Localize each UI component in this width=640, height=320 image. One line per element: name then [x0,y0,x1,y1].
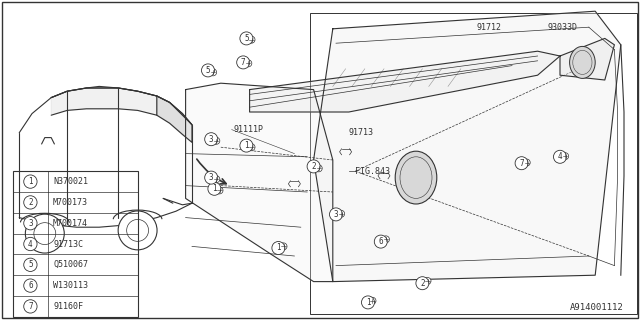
Circle shape [24,196,37,209]
Text: 4: 4 [28,239,33,249]
Circle shape [210,69,216,76]
Text: 7: 7 [519,159,524,168]
Polygon shape [314,11,621,282]
Text: 1: 1 [365,298,371,307]
Ellipse shape [396,151,437,204]
Text: N370021: N370021 [53,177,88,186]
Text: A914001112: A914001112 [570,303,624,312]
Text: 3: 3 [333,210,339,219]
Text: 1: 1 [276,244,281,252]
Text: 6: 6 [378,237,383,246]
Text: Q510067: Q510067 [53,260,88,269]
Ellipse shape [570,46,595,78]
Text: 7: 7 [241,58,246,67]
Text: 5: 5 [244,34,249,43]
Circle shape [515,157,528,170]
Circle shape [213,176,220,183]
Polygon shape [51,88,157,115]
Polygon shape [560,38,614,80]
Circle shape [316,165,322,172]
Text: 5: 5 [205,66,211,75]
Circle shape [280,243,287,250]
Bar [310,13,637,314]
Text: M700173: M700173 [53,198,88,207]
Circle shape [248,36,255,43]
Circle shape [240,139,253,152]
Circle shape [24,300,37,313]
Text: 2: 2 [28,198,33,207]
Text: 7: 7 [28,302,33,311]
Text: 2: 2 [311,162,316,171]
Text: 91160F: 91160F [53,302,83,311]
Text: 3: 3 [209,173,214,182]
Circle shape [24,237,37,251]
Circle shape [424,277,431,284]
Circle shape [248,144,255,151]
Circle shape [524,159,530,166]
Polygon shape [250,51,560,112]
Circle shape [272,242,285,254]
Text: 91713: 91713 [349,128,374,137]
Circle shape [24,175,37,188]
Circle shape [208,182,221,195]
Circle shape [369,297,376,304]
Circle shape [562,153,568,160]
Text: 1: 1 [212,184,217,193]
Circle shape [202,64,214,77]
Circle shape [26,214,64,253]
Text: 5: 5 [28,260,33,269]
Circle shape [24,217,37,230]
Circle shape [383,236,389,243]
Text: 4: 4 [557,152,563,161]
Circle shape [213,137,220,144]
Text: 6: 6 [28,281,33,290]
Polygon shape [157,96,192,142]
Text: 91713C: 91713C [53,239,83,249]
Text: W130113: W130113 [53,281,88,290]
Circle shape [307,160,320,173]
Circle shape [416,277,429,290]
Text: M700174: M700174 [53,219,88,228]
Circle shape [205,133,218,146]
Circle shape [205,171,218,184]
Circle shape [24,258,37,271]
Text: 3: 3 [209,135,214,144]
Text: 91712: 91712 [477,23,502,32]
Text: FIG.843: FIG.843 [355,167,390,176]
Circle shape [237,56,250,69]
Text: 93033D: 93033D [547,23,577,32]
Circle shape [245,60,252,67]
Text: 91111P: 91111P [234,125,264,134]
Circle shape [118,211,157,250]
Text: 3: 3 [28,219,33,228]
Polygon shape [186,83,333,282]
Circle shape [330,208,342,221]
Text: 1: 1 [244,141,249,150]
Circle shape [240,32,253,45]
Bar [13,171,138,317]
Text: 2: 2 [420,279,425,288]
Circle shape [374,235,387,248]
Text: 1: 1 [28,177,33,186]
Circle shape [24,279,37,292]
Circle shape [362,296,374,309]
Circle shape [338,210,344,217]
Circle shape [554,150,566,163]
Circle shape [216,187,223,194]
